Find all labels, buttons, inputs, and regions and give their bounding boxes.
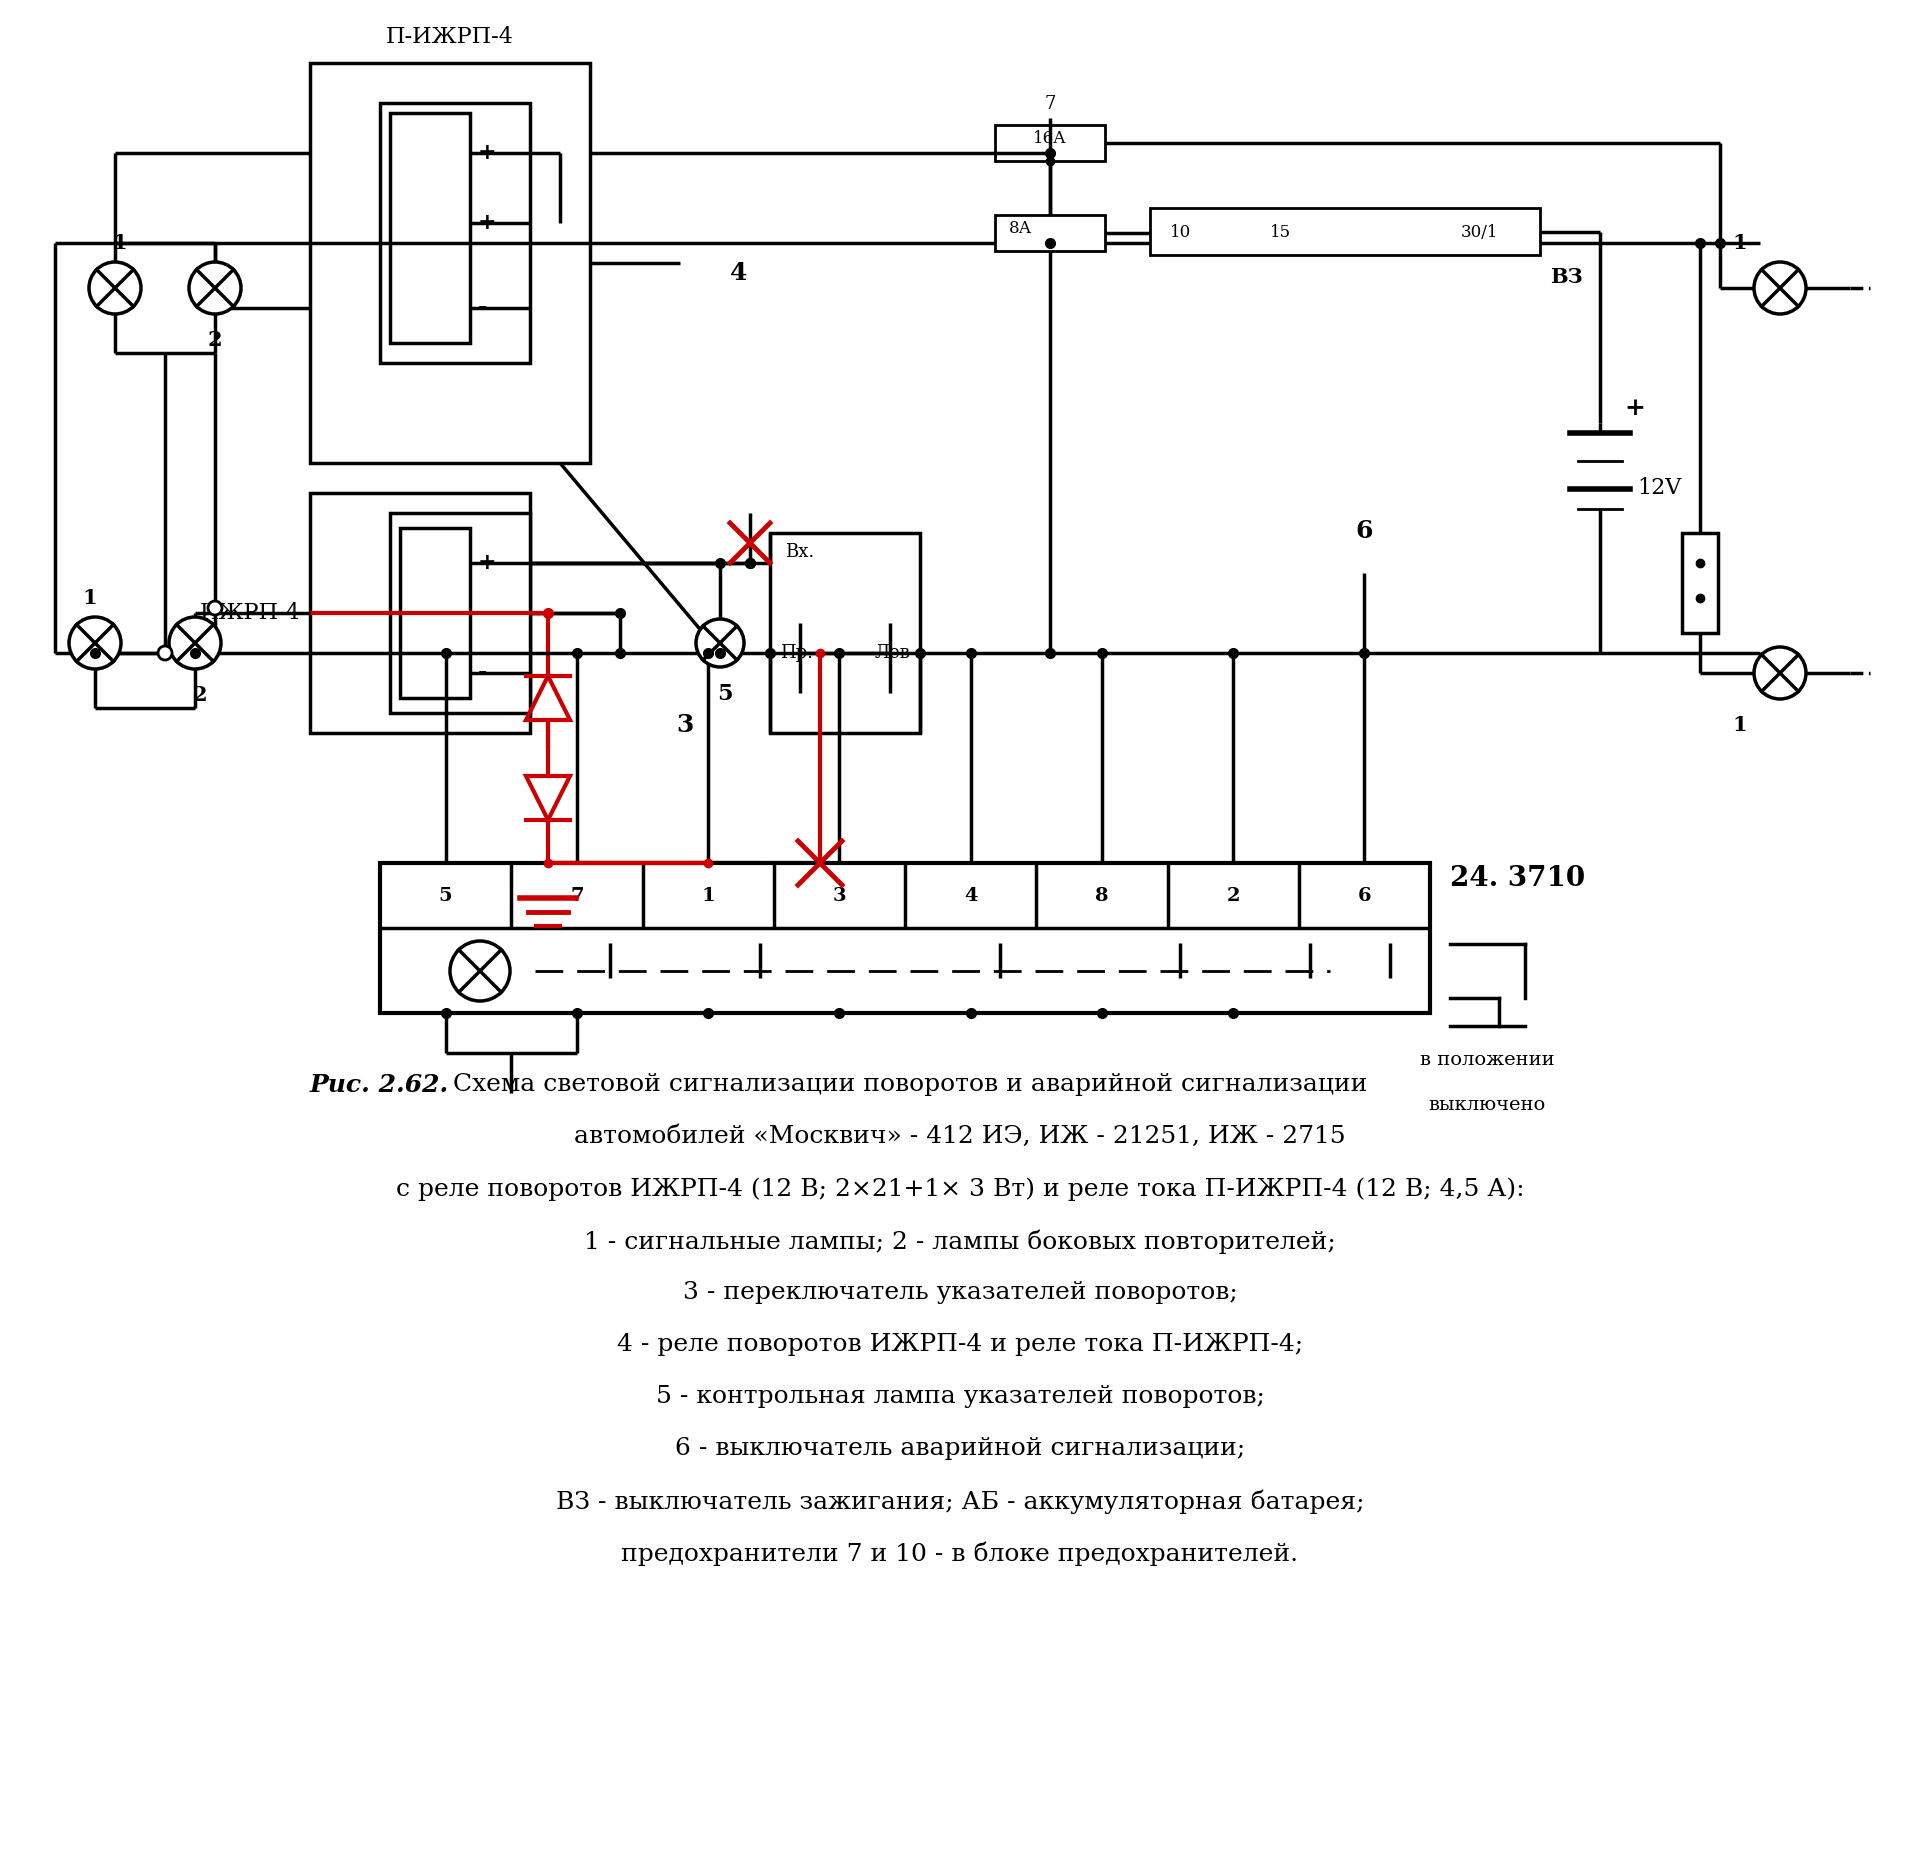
Text: +: + <box>478 211 497 233</box>
Bar <box>380 104 530 363</box>
Text: 6: 6 <box>1356 519 1373 543</box>
Text: предохранители 7 и 10 - в блоке предохранителей.: предохранители 7 и 10 - в блоке предохра… <box>622 1542 1298 1566</box>
Bar <box>380 863 1430 1014</box>
Circle shape <box>169 617 221 669</box>
Circle shape <box>449 941 511 1001</box>
Text: -: - <box>478 662 488 684</box>
Text: в положении: в положении <box>1419 1051 1555 1069</box>
Bar <box>309 63 589 463</box>
Text: с реле поворотов ИЖРП-4 (12 В; 2×21+1× 3 Вт) и реле тока П-ИЖРП-4 (12 В; 4,5 А):: с реле поворотов ИЖРП-4 (12 В; 2×21+1× 3… <box>396 1177 1524 1201</box>
Text: ИЖРП-4: ИЖРП-4 <box>200 602 300 624</box>
Text: +: + <box>478 143 497 165</box>
Circle shape <box>157 647 173 660</box>
Text: 7: 7 <box>570 886 584 904</box>
Text: 1: 1 <box>701 886 714 904</box>
Text: 1: 1 <box>83 587 98 608</box>
Bar <box>1682 534 1718 634</box>
Bar <box>390 513 530 713</box>
Circle shape <box>1755 261 1807 313</box>
Text: 15: 15 <box>1269 224 1290 241</box>
Text: 3: 3 <box>833 886 847 904</box>
Text: 3 - переключатель указателей поворотов;: 3 - переключатель указателей поворотов; <box>684 1280 1236 1305</box>
Circle shape <box>207 600 223 615</box>
Text: Схема световой сигнализации поворотов и аварийной сигнализации: Схема световой сигнализации поворотов и … <box>445 1073 1367 1095</box>
Text: 4 - реле поворотов ИЖРП-4 и реле тока П-ИЖРП-4;: 4 - реле поворотов ИЖРП-4 и реле тока П-… <box>616 1332 1304 1356</box>
Text: Вх.: Вх. <box>785 543 814 561</box>
Text: 7: 7 <box>1044 95 1056 113</box>
Text: 3: 3 <box>676 713 693 737</box>
Text: 6 - выключатель аварийной сигнализации;: 6 - выключатель аварийной сигнализации; <box>674 1436 1246 1460</box>
Text: 4: 4 <box>730 261 747 285</box>
Text: 8: 8 <box>1094 886 1108 904</box>
Text: 5: 5 <box>440 886 453 904</box>
Text: Лев: Лев <box>874 645 910 662</box>
Bar <box>995 215 1106 250</box>
Circle shape <box>1755 647 1807 699</box>
Circle shape <box>69 617 121 669</box>
Text: выключено: выключено <box>1428 1095 1546 1114</box>
Text: Пр.: Пр. <box>780 645 812 662</box>
Bar <box>309 493 530 734</box>
Text: 8А: 8А <box>1008 219 1031 237</box>
Text: 30/1: 30/1 <box>1461 224 1500 241</box>
Text: 1: 1 <box>1732 715 1747 736</box>
Text: 1: 1 <box>113 233 127 254</box>
Text: Рис. 2.62.: Рис. 2.62. <box>309 1073 449 1097</box>
Text: ВЗ: ВЗ <box>1549 267 1582 287</box>
Text: 1 - сигнальные лампы; 2 - лампы боковых повторителей;: 1 - сигнальные лампы; 2 - лампы боковых … <box>584 1229 1336 1253</box>
Text: 2: 2 <box>1227 886 1240 904</box>
Text: 24. 3710: 24. 3710 <box>1450 865 1586 891</box>
Text: 4: 4 <box>964 886 977 904</box>
Text: 5: 5 <box>718 684 733 704</box>
Text: ВЗ - выключатель зажигания; АБ - аккумуляторная батарея;: ВЗ - выключатель зажигания; АБ - аккумул… <box>555 1490 1365 1514</box>
Bar <box>995 124 1106 161</box>
Text: -: - <box>478 296 488 319</box>
Text: 2: 2 <box>207 330 223 350</box>
Text: П-ИЖРП-4: П-ИЖРП-4 <box>386 26 515 48</box>
Text: +: + <box>1624 397 1645 421</box>
Text: +: + <box>478 552 497 574</box>
Text: 16А: 16А <box>1033 130 1068 146</box>
Text: автомобилей «Москвич» - 412 ИЭ, ИЖ - 21251, ИЖ - 2715: автомобилей «Москвич» - 412 ИЭ, ИЖ - 212… <box>574 1125 1346 1149</box>
Bar <box>390 113 470 343</box>
Text: 5 - контрольная лампа указателей поворотов;: 5 - контрольная лампа указателей поворот… <box>655 1384 1265 1408</box>
Text: 10: 10 <box>1169 224 1190 241</box>
Bar <box>770 534 920 734</box>
Text: 12V: 12V <box>1638 476 1682 498</box>
Bar <box>1150 208 1540 256</box>
Circle shape <box>188 261 242 313</box>
Text: 2: 2 <box>192 686 207 704</box>
Text: 6: 6 <box>1357 886 1371 904</box>
Text: 1: 1 <box>1732 233 1747 254</box>
Circle shape <box>697 619 745 667</box>
Bar <box>399 528 470 699</box>
Circle shape <box>88 261 140 313</box>
